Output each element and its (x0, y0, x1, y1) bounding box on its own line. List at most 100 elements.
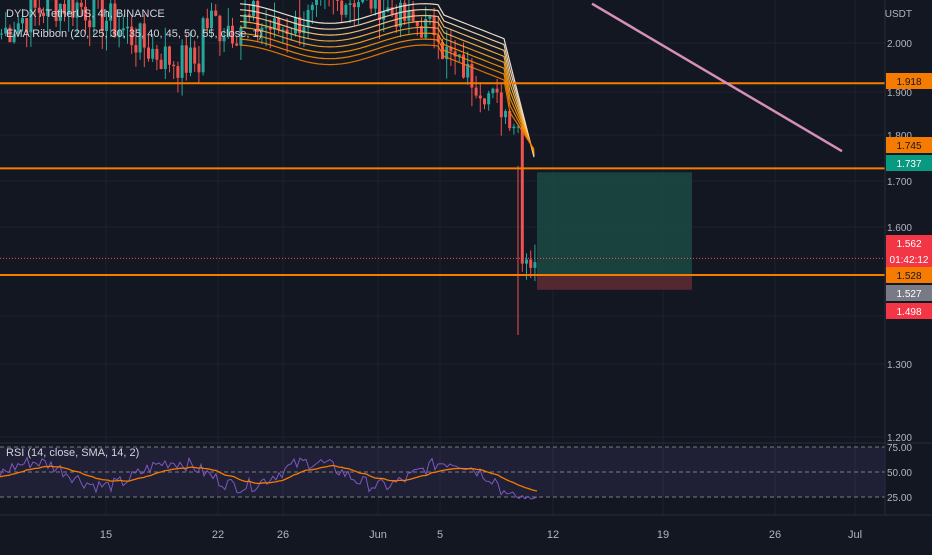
price-badge-bg-1 (886, 137, 932, 153)
price-badge-bg-0 (886, 73, 932, 89)
rsi-tick-0: 75.00 (887, 443, 912, 454)
candle-body-0 (0, 33, 3, 35)
price-badge-2: 1.737 (896, 159, 921, 170)
candle-body-89 (373, 0, 377, 9)
candle-body-20 (84, 6, 87, 21)
ema-line-7 (239, 44, 535, 150)
candle-body-83 (348, 3, 352, 5)
candle-body-26 (109, 3, 113, 21)
candle-body-67 (281, 29, 285, 31)
candle-body-70 (294, 16, 297, 34)
candle-body-55 (231, 25, 234, 44)
candle-body-31 (130, 26, 134, 46)
price-badge-0: 1.918 (896, 77, 921, 88)
candle-body-93 (390, 7, 394, 15)
candle-body-114 (478, 95, 482, 99)
candle-body-64 (268, 27, 272, 30)
candle-body-97 (407, 10, 411, 21)
candle-body-15 (63, 3, 66, 15)
candle-body-104 (436, 35, 440, 43)
candle-body-13 (54, 0, 58, 21)
candle-body-19 (79, 2, 83, 7)
candle-body-75 (315, 0, 318, 5)
ema-line-5 (239, 32, 535, 152)
rsi-legend[interactable]: RSI (14, close, SMA, 14, 2) (6, 447, 140, 459)
candle-body-10 (42, 12, 45, 17)
ema-line-3 (239, 20, 535, 154)
price-tick-4: 1.600 (887, 223, 912, 234)
candle-body-59 (247, 14, 251, 17)
candle-body-65 (273, 18, 276, 30)
price-badge-4: 01:42:12 (890, 255, 929, 266)
candle-body-50 (210, 10, 213, 29)
price-badges: 1.918 1.745 1.737 1.562 01:42:12 1.528 1.527 1.… (886, 73, 932, 319)
candle-body-101 (424, 18, 428, 38)
trendline (591, 2, 843, 153)
candle-body-34 (142, 23, 146, 48)
candle-body-88 (369, 0, 373, 9)
candle-body-2 (8, 27, 12, 43)
symbol-title[interactable]: DYDX / TetherUS, 4h, BINANCE (6, 8, 165, 20)
grid-lines (0, 0, 885, 515)
horizontal-levels[interactable] (0, 2, 885, 277)
candle-body-122 (512, 126, 516, 129)
candle-body-72 (302, 26, 306, 34)
ema-line-6 (239, 38, 535, 151)
price-badge-6: 1.527 (896, 289, 921, 300)
date-tick-1: 22 (212, 529, 224, 541)
candle-body-91 (382, 11, 386, 20)
candle-body-18 (75, 2, 79, 18)
currency-label: USDT (885, 9, 912, 20)
candle-body-68 (285, 29, 289, 34)
candle-body-37 (155, 48, 159, 60)
candle-body-111 (466, 63, 470, 78)
candle-body-27 (113, 3, 117, 37)
candle-body-123 (516, 126, 520, 128)
candle-body-100 (420, 26, 423, 38)
candle-body-81 (340, 0, 344, 15)
candle-body-90 (378, 0, 381, 20)
candle-body-107 (449, 46, 453, 52)
candle-body-1 (4, 27, 8, 34)
date-tick-0: 15 (100, 529, 112, 541)
candle-body-51 (214, 10, 218, 16)
candle-body-116 (487, 93, 491, 105)
candle-body-24 (100, 0, 104, 31)
price-badge-5: 1.528 (896, 271, 921, 282)
candle-body-45 (189, 47, 192, 73)
candle-body-16 (67, 0, 71, 15)
candle-body-84 (352, 3, 356, 8)
ema-line-0 (239, 3, 535, 158)
candle-body-105 (441, 42, 444, 60)
date-tick-7: 26 (769, 529, 781, 541)
price-axis[interactable]: USDT 2.000 1.900 1.800 1.700 1.600 1.300 1.2007… (884, 0, 913, 515)
candle-body-125 (525, 259, 528, 264)
candle-body-95 (399, 2, 402, 27)
candle-body-49 (205, 18, 209, 29)
candle-body-120 (504, 111, 507, 118)
candle-body-109 (457, 54, 461, 57)
candle-body-54 (226, 25, 230, 37)
time-axis[interactable]: 15 22 26 Jun 5 12 19 26 Jul (0, 514, 932, 541)
candle-body-73 (306, 10, 310, 27)
ema-line-4 (239, 26, 535, 153)
date-tick-4: 5 (437, 529, 443, 541)
candle-body-43 (180, 45, 184, 78)
candle-body-121 (508, 111, 512, 129)
stop-zone (537, 275, 692, 290)
candle-body-22 (92, 0, 96, 28)
price-badge-bg-6 (886, 285, 932, 301)
candle-body-39 (163, 46, 167, 69)
candle-body-28 (117, 30, 121, 37)
candle-body-7 (29, 0, 33, 33)
candle-body-47 (197, 63, 201, 73)
candle-body-60 (252, 0, 255, 17)
candle-body-62 (260, 27, 264, 32)
price-badge-bg-2 (886, 155, 932, 171)
date-tick-3: Jun (369, 529, 387, 541)
candle-body-115 (483, 98, 486, 105)
candle-body-11 (46, 0, 50, 17)
candle-body-9 (37, 7, 41, 13)
ema-ribbon-legend[interactable]: EMA Ribbon (20, 25, 30, 35, 40, 45, 50, … (6, 28, 263, 40)
